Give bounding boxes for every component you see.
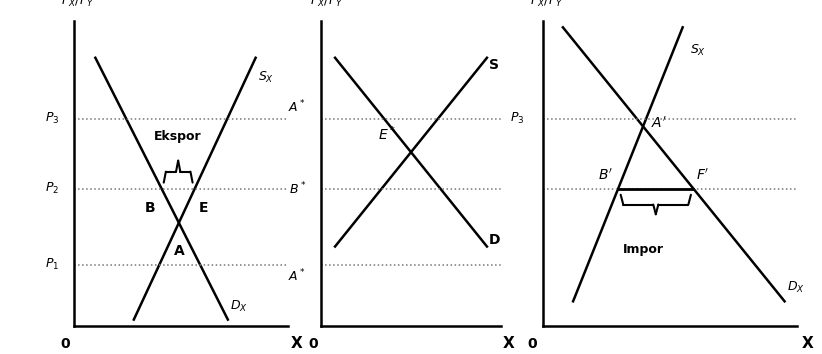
Text: $P_1$: $P_1$ [44,257,59,272]
Text: $B'$: $B'$ [598,167,613,183]
Text: X: X [503,336,515,352]
Text: $P_3$: $P_3$ [44,111,59,126]
Text: $A^*$: $A^*$ [289,99,306,116]
Text: $A^*$: $A^*$ [289,268,306,284]
Text: X: X [801,336,814,352]
Text: $P_2$: $P_2$ [45,181,59,196]
Text: $A'$: $A'$ [651,116,667,131]
Text: $E^*$: $E^*$ [378,124,396,143]
Text: E: E [199,201,209,215]
Text: $P_X/P_Y$: $P_X/P_Y$ [530,0,563,9]
Text: 0: 0 [61,337,70,351]
Text: $B^*$: $B^*$ [289,181,306,197]
Text: X: X [290,336,302,352]
Text: 0: 0 [528,337,537,351]
Text: $S_X$: $S_X$ [690,42,706,58]
Text: $S_X$: $S_X$ [258,70,274,85]
Text: 0: 0 [308,337,318,351]
Text: $P_X/P_Y$: $P_X/P_Y$ [61,0,95,9]
Text: D: D [489,233,501,246]
Text: B: B [145,201,155,215]
Text: $P_X/P_Y$: $P_X/P_Y$ [310,0,344,9]
Text: A: A [173,244,184,258]
Text: $P_3$: $P_3$ [510,111,524,126]
Text: $F'$: $F'$ [696,167,709,183]
Text: S: S [489,58,499,72]
Text: $D_X$: $D_X$ [230,298,247,314]
Text: $D_X$: $D_X$ [787,280,805,295]
Text: Impor: Impor [622,244,663,257]
Text: Ekspor: Ekspor [155,130,202,143]
